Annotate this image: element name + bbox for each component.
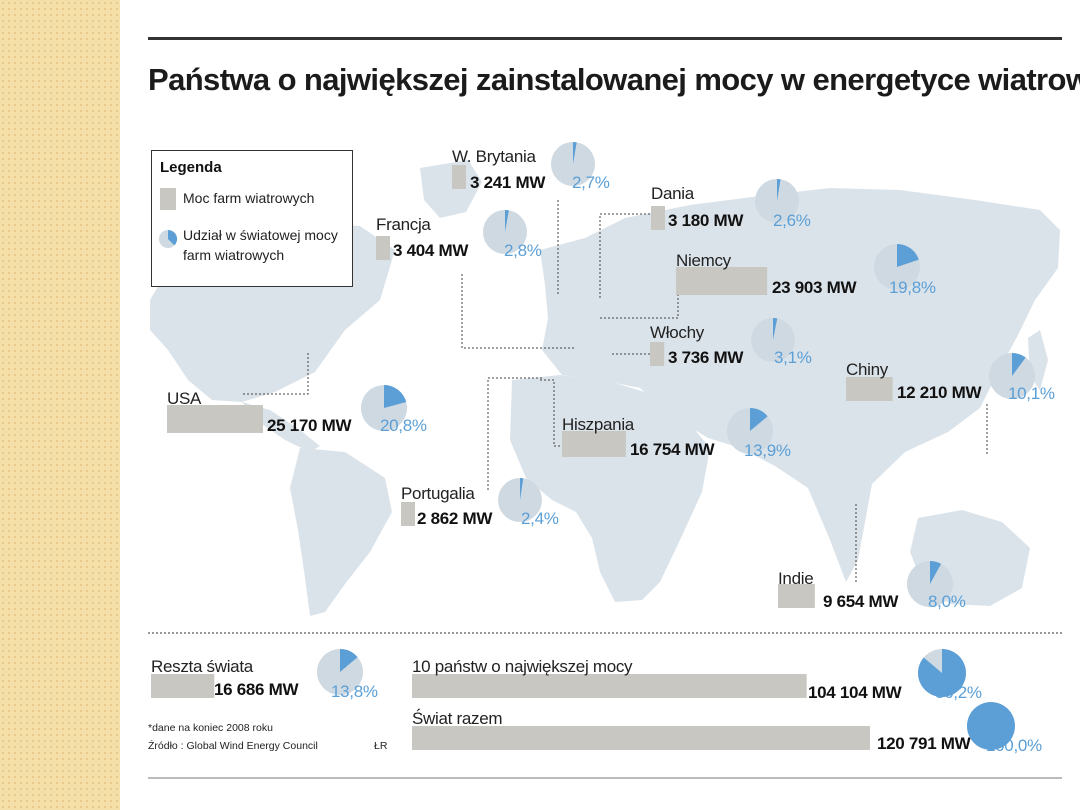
hiszpania-pie-slice [750, 408, 768, 431]
w-brytania-pie-slice [573, 142, 577, 164]
reszta-swiata-pie-slice [340, 649, 358, 672]
usa-pie-slice [384, 385, 407, 408]
source-note: Źródło : Global Wind Energy Council [148, 740, 318, 752]
legend-bar-label: Moc farm wiatrowych [183, 190, 315, 206]
value-label-reszta-swiata: 16 686 MW [214, 680, 299, 699]
dania-pie-slice [777, 178, 781, 201]
wlochy-pie-slice [773, 318, 778, 340]
share-label-indie: 8,0% [928, 592, 966, 611]
bar-reszta-swiata [151, 674, 215, 698]
bottom-rule [148, 777, 1062, 779]
bar-usa [167, 405, 263, 433]
portugalia-pie-slice [520, 478, 524, 500]
value-label-dania: 3 180 MW [668, 211, 744, 230]
total-label-reszta-swiata: Reszta świata [151, 657, 254, 676]
share-label-swiat-razem: 100,0% [986, 736, 1042, 755]
10-panstw-o-najwiekszej-mocy-pie-slice [917, 649, 966, 698]
share-label-portugalia: 2,4% [521, 509, 559, 528]
share-label-francja: 2,8% [504, 241, 542, 260]
value-label-w-brytania: 3 241 MW [470, 173, 546, 192]
legend-title: Legenda [160, 159, 222, 176]
value-label-wlochy: 3 736 MW [668, 348, 744, 367]
swiat-razem-pie-slice [966, 702, 1015, 750]
country-label-indie: Indie [778, 569, 813, 588]
bar-swiat-razem [412, 726, 870, 750]
total-label-10-panstw-o-najwiekszej-mocy: 10 państw o największej mocy [412, 657, 633, 676]
share-label-10-panstw-o-najwiekszej-mocy: 86,2% [935, 683, 982, 702]
value-label-hiszpania: 16 754 MW [630, 440, 715, 459]
bar-niemcy [676, 267, 768, 295]
country-label-portugalia: Portugalia [401, 484, 475, 503]
country-label-francja: Francja [376, 215, 431, 234]
value-label-chiny: 12 210 MW [897, 383, 982, 402]
value-label-indie: 9 654 MW [823, 592, 899, 611]
footnote: *dane na koniec 2008 roku [148, 722, 273, 734]
share-label-w-brytania: 2,7% [572, 173, 610, 192]
niemcy-pie-slice [897, 244, 919, 267]
share-label-reszta-swiata: 13,8% [331, 682, 378, 701]
legend-pie-swatch [159, 229, 178, 248]
country-label-dania: Dania [651, 184, 695, 203]
country-label-wlochy: Włochy [650, 323, 705, 342]
value-label-swiat-razem: 120 791 MW [877, 734, 972, 753]
share-label-hiszpania: 13,9% [744, 441, 791, 460]
value-label-niemcy: 23 903 MW [772, 278, 857, 297]
bar-dania [651, 206, 665, 230]
bar-10-panstw-o-najwiekszej-mocy [412, 674, 807, 698]
share-label-wlochy: 3,1% [774, 348, 812, 367]
map-uk [548, 258, 566, 294]
bar-portugalia [401, 502, 415, 526]
bar-w-brytania [452, 165, 466, 189]
country-label-chiny: Chiny [846, 360, 889, 379]
share-label-chiny: 10,1% [1008, 384, 1055, 403]
legend-bar-swatch [160, 188, 176, 210]
bar-hiszpania [562, 431, 626, 457]
bar-wlochy [650, 342, 665, 366]
leader-lines [243, 200, 988, 582]
share-label-usa: 20,8% [380, 416, 427, 435]
country-label-niemcy: Niemcy [676, 251, 732, 270]
value-label-francja: 3 404 MW [393, 241, 469, 260]
value-label-10-panstw-o-najwiekszej-mocy: 104 104 MW [808, 683, 903, 702]
map-eurasia [540, 188, 1060, 582]
value-label-portugalia: 2 862 MW [417, 509, 493, 528]
share-label-niemcy: 19,8% [889, 278, 936, 297]
section-divider [148, 632, 1062, 634]
map-greenland [420, 160, 482, 218]
bar-chiny [846, 377, 893, 401]
value-label-usa: 25 170 MW [267, 416, 352, 435]
country-label-w-brytania: W. Brytania [452, 147, 536, 166]
total-label-swiat-razem: Świat razem [412, 709, 502, 728]
indie-pie-slice [930, 561, 942, 584]
chiny-pie-slice [1012, 353, 1026, 376]
country-label-hiszpania: Hiszpania [562, 415, 635, 434]
chart-marks: USA 25 170 MW 20,8% Niemcy 23 903 MW 19,8% His… [151, 142, 1055, 755]
credit-note: ŁR [374, 740, 388, 752]
map-africa [510, 375, 710, 602]
top-rule [148, 37, 1062, 40]
bar-francja [376, 236, 390, 260]
decorative-side-stripe [0, 0, 120, 810]
share-label-dania: 2,6% [773, 211, 811, 230]
chart-title: Państwa o największej zainstalowanej moc… [148, 62, 1080, 97]
country-label-usa: USA [167, 389, 202, 408]
map-south-america [290, 448, 392, 616]
francja-pie-slice [505, 210, 509, 232]
legend-pie-label: Udział w światowej mocy farm wiatrowych [183, 227, 338, 263]
legend: Legenda Moc farm wiatrowych Udział w świ… [151, 150, 353, 287]
bar-indie [778, 584, 815, 608]
